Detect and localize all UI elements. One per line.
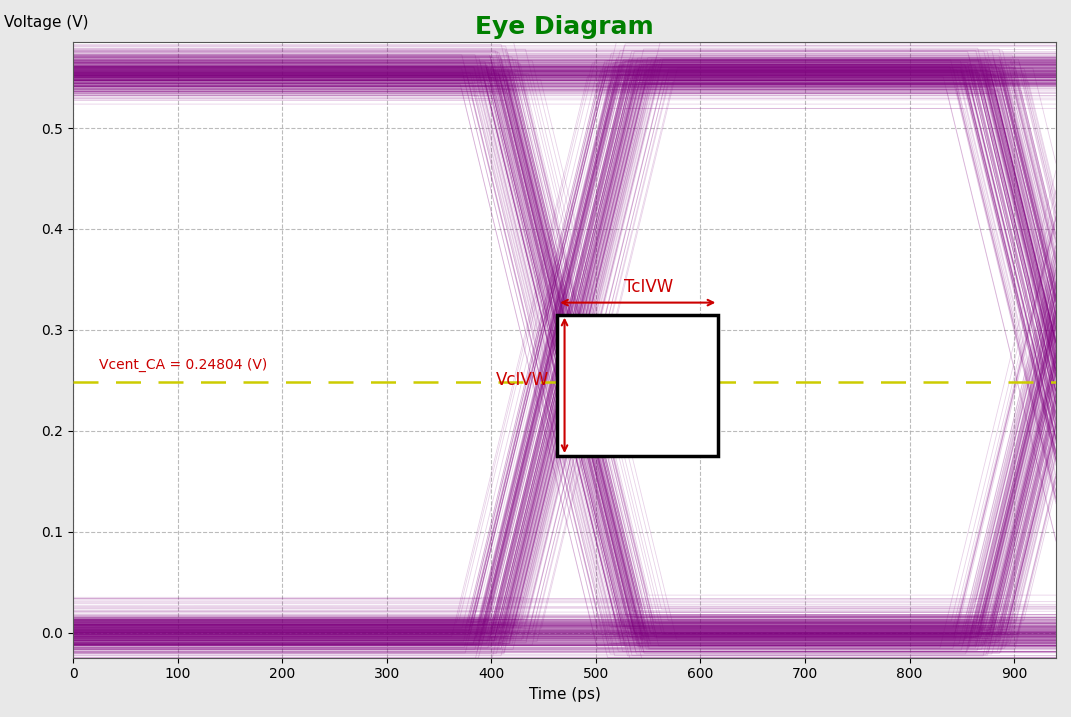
Bar (557, 315, 719, 456)
Text: Voltage (V): Voltage (V) (4, 15, 89, 30)
X-axis label: Time (ps): Time (ps) (529, 687, 601, 702)
Text: VcIVW: VcIVW (496, 371, 548, 389)
Text: Vcent_CA = 0.24804 (V): Vcent_CA = 0.24804 (V) (100, 358, 268, 372)
Title: Eye Diagram: Eye Diagram (476, 15, 654, 39)
Text: TcIVW: TcIVW (623, 277, 673, 295)
